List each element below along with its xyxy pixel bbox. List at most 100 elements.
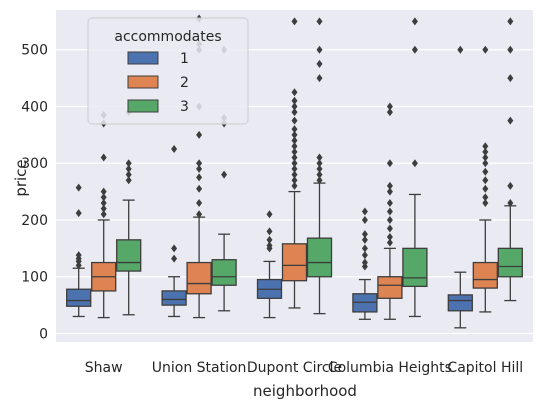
outlier-point	[100, 210, 107, 219]
outlier-point	[386, 215, 393, 224]
outlier-point	[291, 176, 298, 185]
outlier-point	[507, 74, 514, 83]
outlier-point	[291, 102, 298, 111]
box-shaw-1	[66, 183, 92, 318]
y-tick-label: 300	[21, 156, 48, 172]
box-columbia-heights-1	[352, 207, 378, 320]
outlier-point	[507, 45, 514, 54]
outlier-point	[196, 184, 203, 193]
outlier-point	[171, 145, 178, 154]
legend-label-3: 3	[180, 99, 189, 115]
outlier-point	[291, 181, 298, 190]
outlier-point	[100, 204, 107, 213]
outlier-point	[100, 193, 107, 202]
outlier-point	[386, 238, 393, 247]
outlier-point	[361, 258, 368, 267]
box-columbia-heights-2	[377, 102, 403, 320]
outlier-point	[411, 17, 418, 26]
outlier-point	[316, 17, 323, 26]
outlier-point	[482, 176, 489, 185]
outlier-point	[361, 230, 368, 239]
outlier-point	[125, 170, 132, 179]
outlier-point	[386, 159, 393, 168]
outlier-point	[316, 153, 323, 162]
outlier-point	[75, 209, 82, 218]
outlier-point	[291, 164, 298, 173]
y-axis-label: price	[12, 159, 30, 196]
box-iqr	[497, 247, 523, 278]
outlier-point	[482, 147, 489, 156]
outlier-point	[291, 108, 298, 117]
outlier-point	[507, 198, 514, 207]
outlier-point	[125, 159, 132, 168]
outlier-point	[196, 210, 203, 219]
box-iqr	[211, 259, 237, 286]
box-iqr	[116, 239, 142, 272]
outlier-point	[291, 17, 298, 26]
outlier-point	[482, 184, 489, 193]
outlier-point	[457, 45, 464, 54]
outlier-point	[196, 130, 203, 139]
outlier-point	[291, 147, 298, 156]
box-capitol-hill-3	[497, 17, 523, 302]
legend-swatch-1	[127, 51, 159, 65]
box-shaw-3	[116, 108, 142, 316]
outlier-point	[75, 183, 82, 192]
box-columbia-heights-3	[402, 17, 428, 318]
outlier-point	[291, 153, 298, 162]
y-tick-labels: 0 100 200 300 400 500	[21, 43, 48, 343]
outlier-point	[171, 254, 178, 263]
outlier-point	[316, 170, 323, 179]
outlier-point	[482, 45, 489, 54]
outlier-point	[361, 207, 368, 216]
box-iqr	[281, 243, 308, 282]
outlier-point	[482, 198, 489, 207]
box-dupont-circle-1	[256, 210, 283, 319]
legend-swatch-3	[127, 99, 159, 113]
outlier-point	[386, 108, 393, 117]
outlier-point	[386, 102, 393, 111]
outlier-point	[482, 167, 489, 176]
x-tick-label: Capitol Hill	[447, 360, 523, 376]
outlier-point	[411, 159, 418, 168]
box-iqr	[377, 276, 403, 299]
outlier-point	[196, 173, 203, 182]
outlier-point	[482, 153, 489, 162]
outlier-point	[291, 142, 298, 151]
box-capitol-hill-2	[472, 45, 498, 313]
x-tick-label: Columbia Heights	[328, 360, 452, 376]
box-iqr	[447, 294, 473, 312]
outlier-point	[196, 159, 203, 168]
box-iqr	[472, 261, 498, 289]
outlier-point	[291, 170, 298, 179]
outlier-point	[100, 187, 107, 196]
box-iqr	[66, 288, 92, 307]
outlier-point	[266, 227, 273, 236]
x-tick-label: Dupont Circle	[247, 360, 342, 376]
outlier-point	[171, 244, 178, 253]
outlier-point	[266, 235, 273, 244]
outlier-point	[411, 45, 418, 54]
outlier-point	[291, 136, 298, 145]
outlier-point	[386, 187, 393, 196]
outlier-point	[507, 116, 514, 125]
y-tick-label: 0	[39, 326, 48, 342]
outlier-point	[291, 130, 298, 139]
outlier-point	[221, 170, 228, 179]
outlier-point	[316, 45, 323, 54]
outlier-point	[507, 17, 514, 26]
box-dupont-circle-2	[281, 17, 308, 309]
box-union-station-1	[161, 145, 187, 318]
legend-label-2: 2	[180, 75, 189, 91]
legend-swatch-2	[127, 75, 159, 89]
box-iqr	[161, 290, 187, 306]
box-capitol-hill-1	[447, 45, 473, 329]
box-union-station-3	[211, 45, 237, 312]
outlier-point	[100, 153, 107, 162]
y-tick-label: 500	[21, 43, 48, 59]
outlier-point	[361, 235, 368, 244]
outlier-point	[291, 96, 298, 105]
y-tick-label: 400	[21, 99, 48, 115]
outlier-point	[386, 198, 393, 207]
box-iqr	[402, 247, 428, 288]
